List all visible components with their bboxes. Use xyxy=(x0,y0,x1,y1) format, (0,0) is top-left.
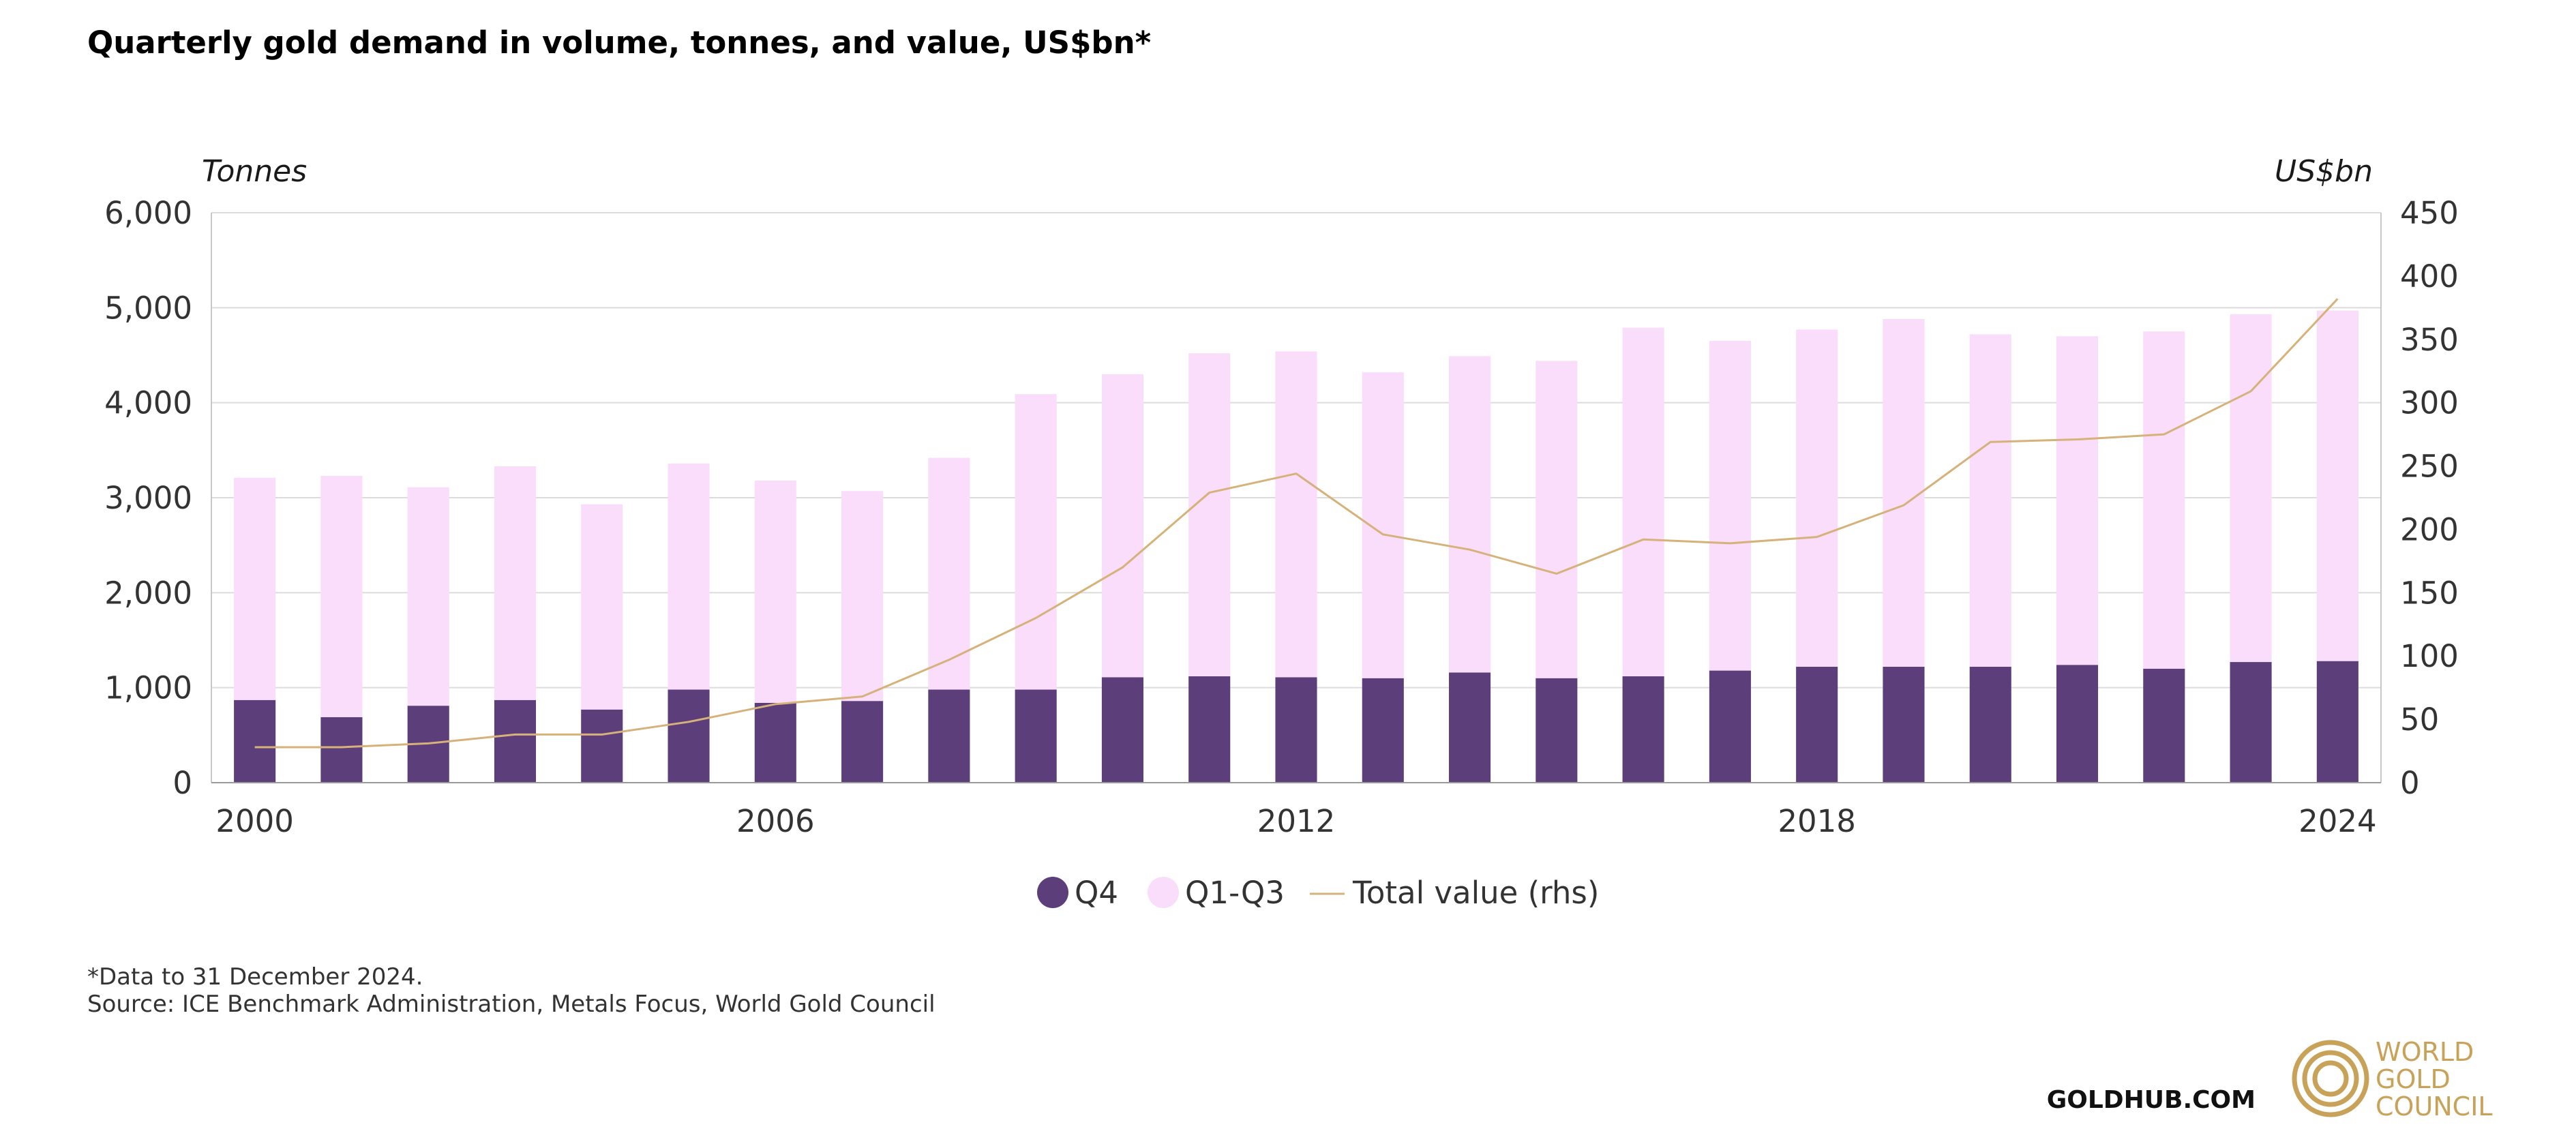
y-right-tick-label: 250 xyxy=(2400,449,2459,485)
bar-q1-q3-2017 xyxy=(1709,341,1751,671)
bar-q4-2001 xyxy=(320,717,363,783)
y-right-tick-label: 50 xyxy=(2400,702,2439,738)
x-tick-label: 2012 xyxy=(1257,803,1336,839)
bar-q4-2016 xyxy=(1622,676,1664,783)
bar-q1-q3-2012 xyxy=(1275,351,1317,678)
legend-label-q1-q3: Q1-Q3 xyxy=(1185,875,1285,911)
bar-q4-2018 xyxy=(1796,667,1838,783)
y-left-tick-label: 5,000 xyxy=(104,290,192,326)
legend-label-q4: Q4 xyxy=(1075,875,1118,911)
legend-label-total-value: Total value (rhs) xyxy=(1352,875,1599,911)
bar-q4-2009 xyxy=(1015,689,1057,783)
y-left-axis-label: Tonnes xyxy=(202,154,307,189)
y-right-axis-label: US$bn xyxy=(2275,154,2373,189)
y-right-tick-label: 300 xyxy=(2400,385,2459,421)
bar-q1-q3-2015 xyxy=(1536,361,1578,678)
bar-q1-q3-2020 xyxy=(1969,334,2011,667)
x-tick-label: 2006 xyxy=(736,803,815,839)
bar-q4-2013 xyxy=(1362,678,1404,783)
bar-q1-q3-2004 xyxy=(581,504,623,710)
rings-icon xyxy=(2292,1040,2369,1117)
y-right-tick-label: 350 xyxy=(2400,322,2459,358)
bar-q4-2003 xyxy=(494,699,537,783)
bar-q4-2011 xyxy=(1188,676,1231,783)
bar-q4-2007 xyxy=(841,701,884,783)
bar-q1-q3-2000 xyxy=(234,477,276,700)
bar-q4-2022 xyxy=(2143,668,2185,783)
bar-q4-2021 xyxy=(2056,665,2099,783)
footnote-source: Source: ICE Benchmark Administration, Me… xyxy=(87,991,935,1018)
value-line xyxy=(254,298,2339,749)
legend-swatch-q4 xyxy=(1037,877,1068,908)
footnote-data-date: *Data to 31 December 2024. xyxy=(87,963,423,991)
bar-q4-2020 xyxy=(1969,667,2011,783)
bar-q1-q3-2024 xyxy=(2316,310,2358,661)
bar-q1-q3-2008 xyxy=(928,457,970,690)
bar-q1-q3-2003 xyxy=(494,466,537,700)
line-total-value xyxy=(254,298,2339,749)
bar-q1-q3-2014 xyxy=(1449,356,1491,673)
bar-q4-2014 xyxy=(1449,672,1491,783)
y-left-tick-label: 3,000 xyxy=(104,480,192,516)
tick-labels: 0 1,000 2,000 3,000 4,000 5,000 6,000 0 50 100 150… xyxy=(104,195,2459,839)
legend-swatch-q1-q3 xyxy=(1148,877,1179,908)
bar-q1-q3-2007 xyxy=(841,491,884,702)
bar-q4-2000 xyxy=(234,699,276,783)
bar-q4-2010 xyxy=(1101,677,1143,783)
bar-q4-2019 xyxy=(1883,667,1925,783)
bar-q1-q3-2023 xyxy=(2230,314,2272,663)
bar-q1-q3-2019 xyxy=(1883,319,1925,667)
bar-q1-q3-2006 xyxy=(754,480,796,703)
y-left-tick-label: 4,000 xyxy=(104,385,192,421)
legend: Q4 Q1-Q3 Total value (rhs) xyxy=(1037,875,1599,911)
y-right-tick-label: 150 xyxy=(2400,575,2459,611)
world-gold-council-logo: WORLD GOLD COUNCIL xyxy=(2292,1037,2493,1122)
bar-q1-q3-2001 xyxy=(320,475,363,717)
bar-q4-2006 xyxy=(754,702,796,783)
x-tick-label: 2018 xyxy=(1778,803,1856,839)
logo-line-gold: GOLD xyxy=(2376,1064,2451,1094)
bar-q1-q3-2021 xyxy=(2056,336,2099,665)
bar-q4-2004 xyxy=(581,709,623,783)
bar-q1-q3-2016 xyxy=(1622,327,1664,676)
logo-line-council: COUNCIL xyxy=(2376,1092,2493,1122)
logo-line-world: WORLD xyxy=(2376,1037,2474,1067)
bar-q1-q3-2011 xyxy=(1188,353,1231,676)
bar-q4-2005 xyxy=(668,689,710,783)
axes xyxy=(211,213,2382,783)
y-right-tick-label: 100 xyxy=(2400,638,2459,674)
bar-q1-q3-2018 xyxy=(1796,329,1838,667)
bar-q4-2015 xyxy=(1536,678,1578,783)
y-left-tick-label: 6,000 xyxy=(104,195,192,231)
y-left-tick-label: 2,000 xyxy=(104,575,192,611)
bar-q4-2023 xyxy=(2230,662,2272,783)
y-right-tick-label: 400 xyxy=(2400,258,2459,295)
bar-q1-q3-2022 xyxy=(2143,331,2185,669)
bar-q4-2008 xyxy=(928,689,970,783)
x-tick-label: 2024 xyxy=(2298,803,2377,839)
bar-q1-q3-2002 xyxy=(407,487,449,706)
bar-q1-q3-2009 xyxy=(1015,394,1057,690)
bar-q1-q3-2010 xyxy=(1101,374,1143,678)
y-left-tick-label: 1,000 xyxy=(104,670,192,706)
y-right-tick-label: 450 xyxy=(2400,195,2459,231)
y-right-tick-label: 0 xyxy=(2400,765,2420,801)
y-left-tick-label: 0 xyxy=(173,765,192,801)
goldhub-link[interactable]: GOLDHUB.COM xyxy=(2047,1086,2256,1114)
chart-title: Quarterly gold demand in volume, tonnes,… xyxy=(87,25,1151,61)
y-right-tick-label: 200 xyxy=(2400,511,2459,547)
bar-q4-2012 xyxy=(1275,677,1317,783)
bar-q1-q3-2005 xyxy=(668,463,710,690)
x-tick-label: 2000 xyxy=(215,803,294,839)
bars xyxy=(234,310,2358,783)
bar-q4-2024 xyxy=(2316,661,2358,783)
bar-q4-2017 xyxy=(1709,670,1751,783)
